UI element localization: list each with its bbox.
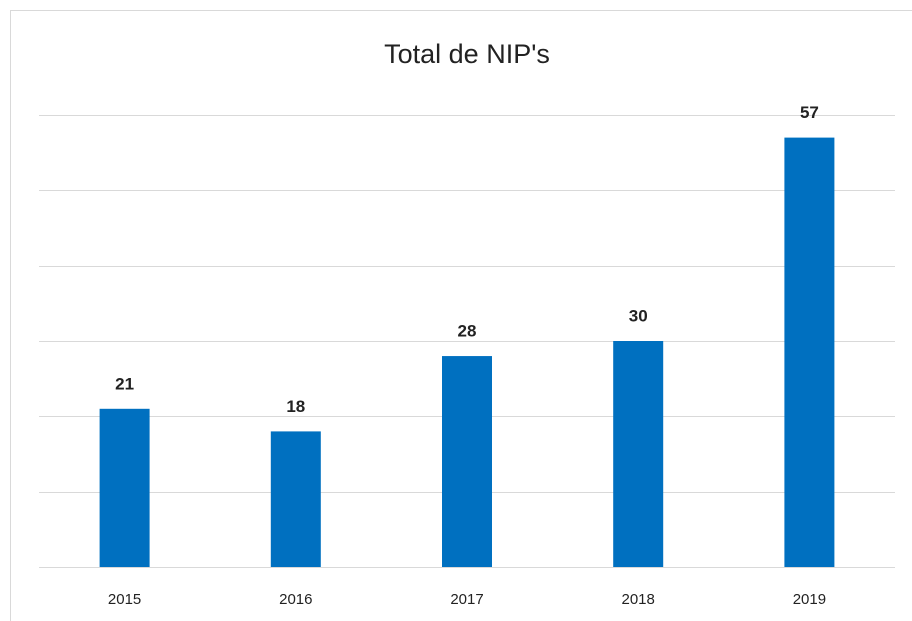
chart-title: Total de NIP's <box>384 39 550 69</box>
bar <box>784 137 835 567</box>
data-label: 30 <box>629 306 648 325</box>
data-label: 57 <box>800 103 819 122</box>
bar <box>270 431 321 567</box>
bar <box>613 341 664 567</box>
x-tick-label: 2015 <box>108 591 141 608</box>
data-label: 18 <box>286 397 305 416</box>
x-tick-label: 2017 <box>450 591 483 608</box>
data-label: 21 <box>115 374 134 393</box>
bar <box>99 408 150 567</box>
x-tick-label: 2018 <box>622 591 655 608</box>
x-tick-label: 2016 <box>279 591 312 608</box>
data-label: 28 <box>458 322 477 341</box>
bar <box>442 356 492 567</box>
x-tick-label: 2019 <box>793 591 826 608</box>
